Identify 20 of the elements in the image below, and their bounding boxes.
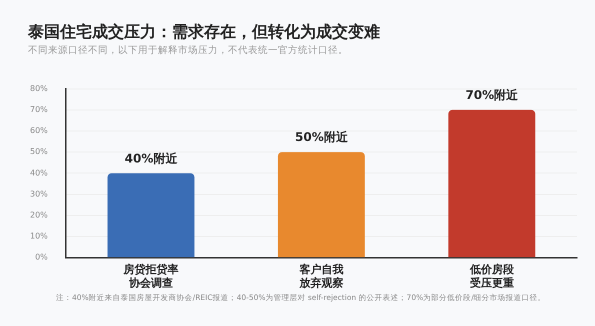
chart-subtitle: 不同来源口径不同，以下用于解释市场压力，不代表统一官方统计口径。 [28,44,348,57]
y-tick-label: 20% [30,210,48,220]
y-tick-label: 80% [30,84,48,93]
y-tick-label: 40% [30,168,48,178]
y-tick-label: 70% [30,104,48,114]
y-tick-label: 0% [35,252,48,262]
data-label: 70%附近 [465,88,520,102]
y-tick-label: 10% [30,232,48,241]
x-tick-label: 低价房段受压更重 [468,263,515,290]
y-tick-label: 50% [30,147,48,156]
bar [278,152,365,258]
chart-title: 泰国住宅成交压力：需求存在，但转化为成交变难 [28,22,380,43]
y-tick-label: 60% [30,126,48,136]
y-tick-label: 30% [30,189,48,198]
bar [448,110,536,258]
bar [108,173,194,258]
x-tick-label: 房贷拒贷率协会调查 [122,263,178,290]
x-tick-label: 客户自我放弃观察 [298,263,344,290]
data-label: 40%附近 [124,151,178,166]
data-label: 50%附近 [295,130,349,144]
